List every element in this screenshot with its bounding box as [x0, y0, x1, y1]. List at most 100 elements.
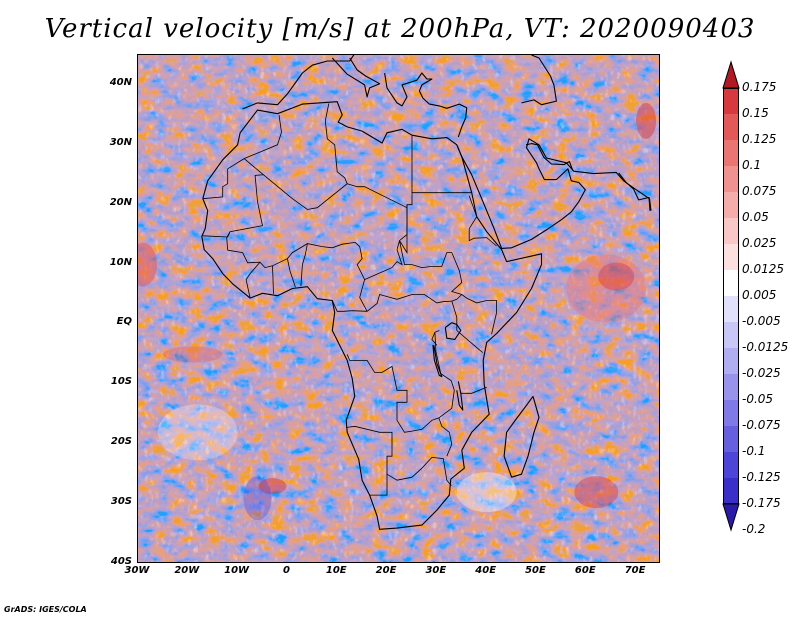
iran-coastline [525, 143, 574, 171]
colorbar-label: 0.05 [742, 210, 769, 224]
lon-tick-label: 0 [282, 565, 290, 576]
colorbar-swatch [723, 114, 739, 140]
lon-tick-label: 20E [375, 565, 397, 576]
updraft-area [574, 476, 619, 509]
country-border [434, 332, 455, 419]
colorbar-swatch [723, 218, 739, 244]
neutral-area [456, 472, 517, 513]
lon-tick-label: 30W [124, 565, 150, 576]
colorbar-label: 0.0125 [742, 262, 784, 276]
country-border [438, 417, 453, 457]
map-panel [137, 54, 660, 563]
lon-tick-label: 50E [525, 565, 546, 576]
colorbar-label: -0.005 [742, 314, 781, 328]
country-border [451, 294, 463, 302]
colorbar-bottom-arrow [722, 503, 740, 532]
country-border [386, 456, 452, 486]
italy-coastline [331, 57, 381, 98]
country-border [399, 204, 408, 254]
colorbar-swatch [723, 166, 739, 192]
colorbar-swatch [723, 400, 739, 426]
europe-coastline [242, 55, 355, 110]
updraft-area [162, 346, 223, 363]
country-border [468, 195, 497, 247]
vertical-velocity-field [138, 55, 659, 562]
colorbar-label: 0.15 [742, 106, 769, 120]
lon-tick-label: 40E [475, 565, 497, 576]
country-border [287, 258, 296, 288]
country-border [272, 265, 274, 294]
updraft-area [566, 254, 647, 323]
colorbar-swatch [723, 270, 739, 296]
colorbar-swatch [723, 426, 739, 452]
updraft-area [598, 262, 635, 291]
updraft-area [138, 242, 157, 287]
downdraft-area [243, 476, 272, 521]
colorbar-swatch [723, 374, 739, 400]
map-title: Vertical velocity [m/s] at 200hPa, VT: 2… [44, 14, 756, 44]
lon-tick-label: 30E [425, 565, 447, 576]
colorbar-label: -0.05 [742, 392, 774, 406]
colorbar-swatch [723, 478, 739, 504]
india-coastline [618, 172, 651, 211]
country-border [300, 243, 308, 287]
colorbar-label: -0.175 [742, 496, 781, 510]
colorbar-label: 0.005 [742, 288, 777, 302]
lat-tick-label: 40S [110, 556, 132, 567]
colorbar-swatch [723, 322, 739, 348]
colorbar-arrows [722, 60, 740, 532]
neutral-area [157, 404, 238, 461]
country-border [346, 425, 393, 496]
lake-victoria [444, 322, 462, 340]
lat-tick-label: EQ [116, 316, 132, 328]
colorbar-label: -0.2 [742, 522, 766, 536]
colorbar-label: 0.175 [742, 80, 777, 94]
lon-tick-label: 10E [325, 565, 347, 576]
colorbar-swatch [723, 192, 739, 218]
colorbar-swatch [723, 348, 739, 374]
country-border [331, 294, 452, 312]
lon-tick-label: 10W [224, 565, 250, 576]
colorbar-top-arrow [722, 60, 740, 89]
colorbar-swatch [723, 140, 739, 166]
lon-tick-label: 20W [174, 565, 200, 576]
country-borders [202, 103, 498, 496]
lake-tanganyika [432, 344, 443, 378]
lat-tick-label: 20S [110, 436, 132, 448]
lat-tick-label: 40N [109, 76, 132, 88]
colorbar-label: 0.1 [742, 158, 762, 172]
lat-tick-label: 10S [110, 376, 132, 388]
lat-tick-label: 30N [109, 136, 132, 148]
credit-text: GrADS: IGES/COLA [4, 605, 87, 614]
arabia-coastline [456, 138, 652, 249]
colorbar-swatch [723, 88, 739, 114]
colorbar-label: 0.025 [742, 236, 777, 250]
caspian-coastline [521, 55, 557, 106]
madagascar-coastline [503, 395, 540, 478]
colorbar-label: 0.125 [742, 132, 777, 146]
eastern-med-coastline [384, 72, 468, 138]
country-border [263, 103, 348, 210]
africa-coastline [201, 101, 543, 530]
updraft-area [636, 102, 657, 139]
updraft-area [258, 478, 287, 495]
country-border [456, 330, 483, 353]
country-border [245, 261, 261, 299]
colorbar-swatch [723, 452, 739, 478]
colorbar-swatch [723, 244, 739, 270]
colorbar-label: -0.1 [742, 444, 766, 458]
colorbar-label: 0.075 [742, 184, 777, 198]
colorbar-swatch [723, 296, 739, 322]
country-border [346, 354, 439, 433]
country-border [202, 158, 245, 200]
lon-tick-label: 70E [624, 565, 646, 576]
coastlines [201, 55, 652, 530]
country-border [451, 300, 458, 331]
lat-tick-label: 30S [110, 496, 132, 508]
lat-tick-label: 20N [109, 196, 132, 208]
colorbar-label: -0.075 [742, 418, 781, 432]
country-border [202, 231, 231, 238]
lat-tick-label: 10N [109, 256, 132, 268]
country-border [243, 114, 282, 159]
colorbar-label: -0.125 [742, 470, 781, 484]
